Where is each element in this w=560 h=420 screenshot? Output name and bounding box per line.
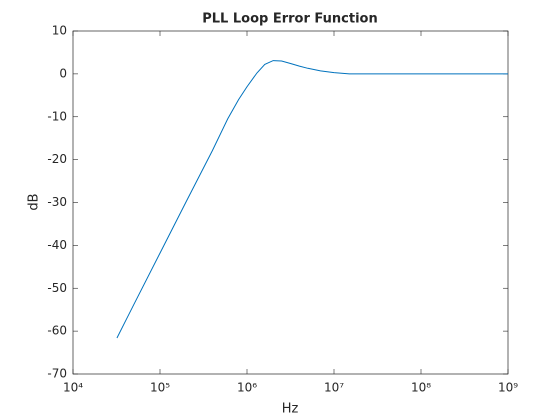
y-tick-label: -20 — [47, 152, 67, 166]
line-series — [116, 60, 508, 339]
y-tick-label: -70 — [47, 367, 67, 381]
x-tick-label: 10⁵ — [150, 381, 170, 395]
x-tick-label: 10⁶ — [237, 381, 257, 395]
chart-title: PLL Loop Error Function — [202, 12, 377, 27]
y-tick-label: 0 — [59, 66, 67, 80]
axes-box — [72, 30, 509, 375]
x-tick-label: 10⁹ — [498, 381, 518, 395]
y-tick-label: -60 — [47, 324, 67, 338]
y-axis-label: dB — [27, 193, 42, 210]
y-tick-label: -10 — [47, 109, 67, 123]
y-tick-label: 10 — [52, 24, 67, 38]
y-tick-label: -50 — [47, 281, 67, 295]
x-tick-label: 10⁸ — [411, 381, 431, 395]
y-tick-label: -30 — [47, 195, 67, 209]
x-axis-label: Hz — [282, 402, 299, 417]
x-tick-label: 10⁷ — [324, 381, 344, 395]
y-tick-label: -40 — [47, 238, 67, 252]
x-tick-label: 10⁴ — [63, 381, 83, 395]
